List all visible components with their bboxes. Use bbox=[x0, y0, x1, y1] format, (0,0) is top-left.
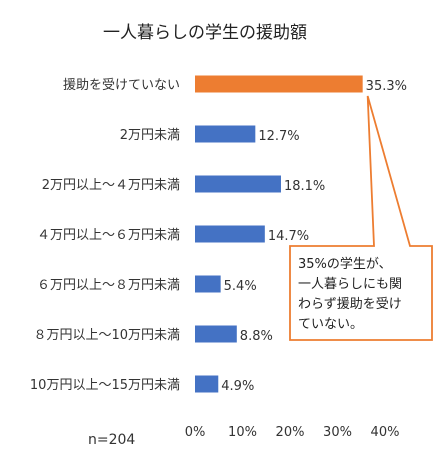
category-label: 援助を受けていない bbox=[63, 78, 180, 93]
annotation-callout bbox=[289, 95, 433, 341]
category-label: ８万円以上～10万円未満 bbox=[33, 328, 180, 343]
data-label: 35.3% bbox=[366, 79, 407, 94]
annotation-text: わらず援助を受け bbox=[298, 297, 402, 312]
bar-7 bbox=[195, 375, 219, 393]
x-tick-label: 0% bbox=[185, 425, 206, 440]
category-label: ４万円以上～６万円未満 bbox=[37, 228, 180, 243]
x-tick-label: 10% bbox=[228, 425, 257, 440]
data-label: 18.1% bbox=[284, 179, 325, 194]
annotation-text: 35%の学生が、 bbox=[298, 256, 392, 272]
bar-6 bbox=[195, 325, 237, 343]
category-label: 2万円以上～４万円未満 bbox=[42, 178, 180, 193]
bar-4 bbox=[195, 225, 265, 243]
category-label: ６万円以上～８万円未満 bbox=[37, 278, 180, 293]
category-label: 2万円未満 bbox=[120, 128, 180, 143]
sample-size-note: n=204 bbox=[88, 432, 135, 448]
x-tick-label: 40% bbox=[371, 425, 400, 440]
chart-title: 一人暮らしの学生の援助額 bbox=[103, 23, 307, 43]
bar-2 bbox=[195, 125, 256, 143]
annotation-text: ていない。 bbox=[298, 317, 363, 332]
bar-3 bbox=[195, 175, 281, 193]
x-tick-label: 30% bbox=[323, 425, 352, 440]
data-label: 12.7% bbox=[258, 129, 299, 144]
bar-5 bbox=[195, 275, 221, 293]
data-label: 5.4% bbox=[224, 279, 257, 294]
data-label: 14.7% bbox=[268, 229, 309, 244]
bar-1 bbox=[195, 75, 363, 93]
category-label: 10万円以上～15万円未満 bbox=[30, 378, 180, 393]
data-label: 8.8% bbox=[240, 329, 273, 344]
data-label: 4.9% bbox=[221, 379, 254, 394]
annotation-text: 一人暮らしにも関 bbox=[298, 277, 402, 292]
x-tick-label: 20% bbox=[276, 425, 305, 440]
